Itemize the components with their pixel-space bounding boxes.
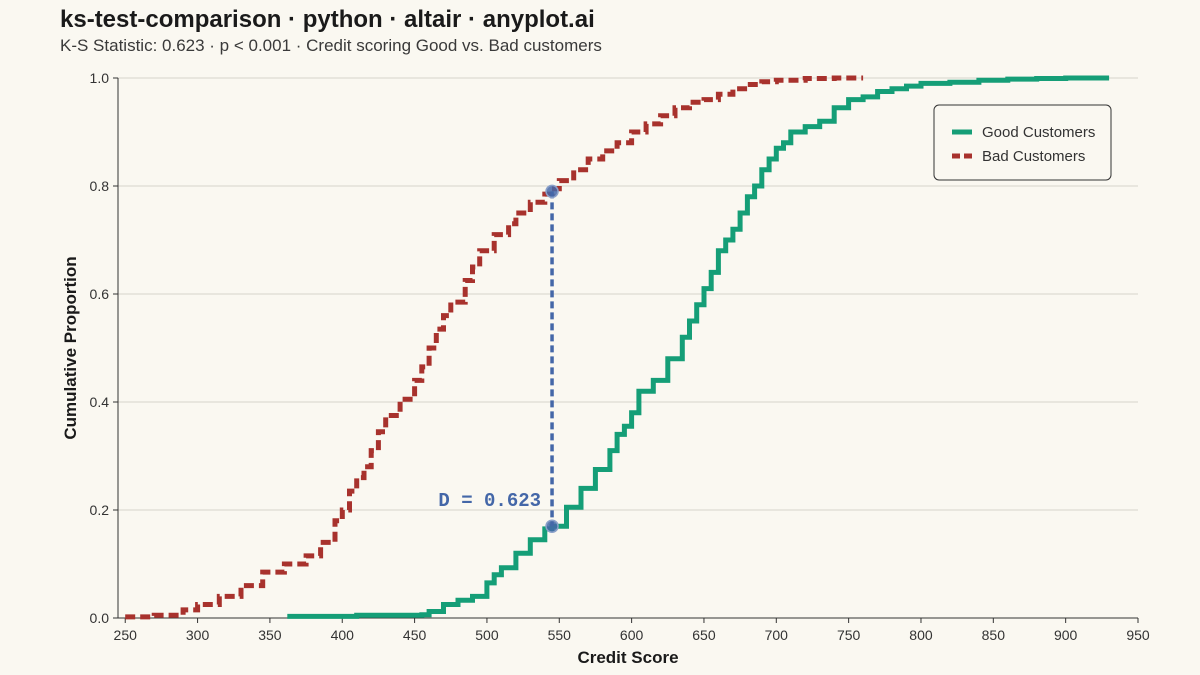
x-tick-label: 850 — [982, 627, 1006, 643]
x-tick-label: 300 — [186, 627, 210, 643]
x-tick-label: 400 — [331, 627, 355, 643]
series-line-bad — [125, 75, 864, 620]
ks-annotation: D = 0.623 — [438, 184, 559, 533]
chart-subtitle: K-S Statistic: 0.623 · p < 0.001 · Credi… — [60, 36, 602, 55]
x-tick-label: 250 — [114, 627, 138, 643]
y-ticks: 0.0 0.2 0.4 0.6 0.8 1.0 — [90, 70, 118, 626]
x-tick-label: 750 — [837, 627, 861, 643]
x-tick-label: 600 — [620, 627, 644, 643]
chart-title: ks-test-comparison · python · altair · a… — [60, 6, 595, 33]
x-tick-label: 650 — [692, 627, 716, 643]
x-tick-label: 550 — [548, 627, 572, 643]
x-tick-label: 900 — [1054, 627, 1078, 643]
series-group — [125, 75, 1110, 620]
y-tick-label: 1.0 — [90, 70, 110, 86]
x-ticks: 250 300 350 400 450 500 550 600 650 700 750 800 850 9… — [114, 618, 1150, 643]
y-tick-label: 0.8 — [90, 178, 110, 194]
y-tick-label: 0.4 — [90, 394, 110, 410]
x-tick-label: 350 — [258, 627, 282, 643]
ks-point-good — [545, 519, 559, 533]
x-axis-title: Credit Score — [577, 648, 678, 667]
y-tick-label: 0.0 — [90, 610, 110, 626]
legend-box — [933, 104, 1112, 181]
y-tick-label: 0.6 — [90, 286, 110, 302]
legend-label-good: Good Customers — [982, 124, 1095, 141]
y-axis-title: Cumulative Proportion — [61, 256, 80, 439]
x-tick-label: 450 — [403, 627, 427, 643]
ks-statistic-label: D = 0.623 — [438, 490, 541, 512]
y-tick-label: 0.2 — [90, 502, 110, 518]
ks-point-bad — [545, 184, 559, 199]
legend-label-bad: Bad Customers — [982, 148, 1085, 165]
x-tick-label: 500 — [475, 627, 499, 643]
x-tick-label: 950 — [1126, 627, 1150, 643]
legend: Good Customers Bad Customers — [933, 104, 1112, 181]
x-tick-label: 700 — [765, 627, 789, 643]
x-tick-label: 800 — [909, 627, 933, 643]
series-line-good — [287, 75, 1110, 619]
